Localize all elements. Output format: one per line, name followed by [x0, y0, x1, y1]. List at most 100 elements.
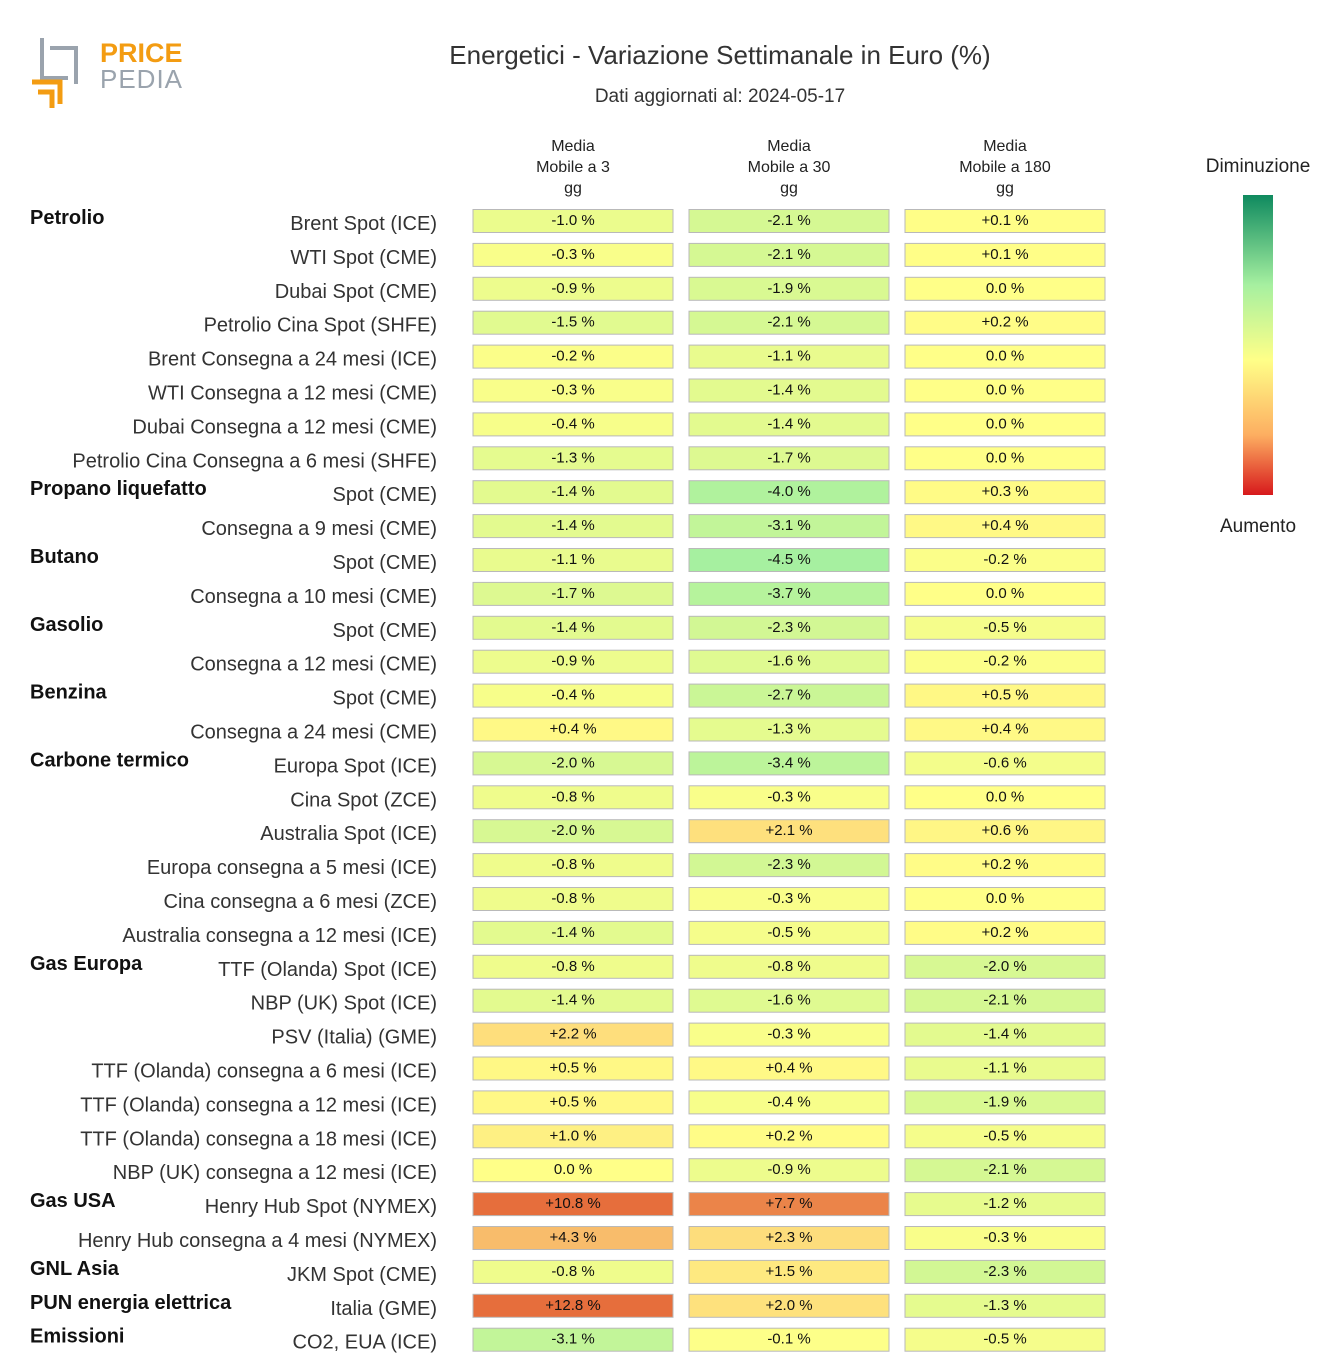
heatmap-cell	[688, 1090, 890, 1115]
row-label: Spot (CME)	[333, 552, 437, 574]
heatmap-cell	[472, 412, 674, 437]
heatmap-cell	[904, 1022, 1106, 1047]
row-label: Dubai Spot (CME)	[275, 281, 437, 303]
heatmap-cell	[688, 209, 890, 233]
heatmap-cell	[472, 344, 674, 369]
heatmap-cell	[904, 1293, 1106, 1318]
heatmap-cell	[472, 209, 674, 233]
heatmap-cell	[688, 548, 890, 572]
heatmap-cell	[904, 242, 1106, 267]
heatmap-cell	[904, 1226, 1106, 1250]
group-label: PUN energia elettrica	[30, 1292, 232, 1314]
row-label: Cina Spot (ZCE)	[290, 789, 437, 811]
group-label: Gas Europa	[30, 953, 143, 975]
row-label: WTI Spot (CME)	[290, 247, 437, 269]
heatmap-cell	[688, 819, 890, 844]
heatmap-cell	[688, 1259, 890, 1284]
cell-value: -2.0 %	[551, 754, 594, 771]
column-header-3-line-3: gg	[996, 180, 1014, 197]
heatmap-cell	[472, 276, 674, 301]
row-label: Dubai Consegna a 12 mesi (CME)	[132, 416, 437, 438]
heatmap-cell	[472, 988, 674, 1013]
row-label: Consegna a 9 mesi (CME)	[201, 518, 437, 540]
cell-value: -0.4 %	[767, 1093, 810, 1110]
heatmap-cell	[472, 1056, 674, 1081]
heatmap-cell	[688, 1124, 890, 1149]
row-label: PSV (Italia) (GME)	[271, 1027, 437, 1049]
heatmap-cell	[472, 887, 674, 911]
heatmap-cell	[688, 1327, 890, 1352]
row-label: Cina consegna a 6 mesi (ZCE)	[164, 891, 437, 913]
column-header-1-line-2: Mobile a 3	[536, 159, 610, 176]
heatmap-cell	[688, 887, 890, 911]
heatmap-cell	[472, 853, 674, 878]
cell-value: -0.4 %	[551, 415, 594, 432]
cell-value: 0.0 %	[986, 382, 1024, 399]
pricepedia-logo-mark	[32, 38, 78, 108]
row-label: Australia Spot (ICE)	[260, 823, 437, 845]
cell-value: +0.4 %	[981, 721, 1028, 738]
row-label: Henry Hub consegna a 4 mesi (NYMEX)	[78, 1230, 437, 1252]
cell-value: +4.3 %	[549, 1229, 596, 1246]
heatmap-cell	[904, 310, 1106, 335]
cell-value: -3.7 %	[767, 585, 810, 602]
heatmap-cell	[688, 446, 890, 471]
cell-value: +10.8 %	[545, 1195, 600, 1212]
heatmap-cell	[472, 1022, 674, 1047]
row-label: Consegna a 24 mesi (CME)	[190, 722, 437, 744]
row-label: Spot (CME)	[333, 688, 437, 710]
heatmap-cell	[472, 920, 674, 945]
cell-value: 0.0 %	[986, 449, 1024, 466]
cell-value: -2.3 %	[983, 1263, 1026, 1280]
cell-value: -0.8 %	[551, 890, 594, 907]
cell-value: -1.4 %	[551, 992, 594, 1009]
heatmap-cell	[688, 785, 890, 810]
cell-value: -2.3 %	[767, 619, 810, 636]
cell-value: -1.4 %	[551, 517, 594, 534]
heatmap-cell	[472, 581, 674, 606]
cell-value: +2.1 %	[765, 822, 812, 839]
heatmap-cell	[688, 310, 890, 335]
heatmap-cell	[472, 548, 674, 572]
row-label: NBP (UK) consegna a 12 mesi (ICE)	[113, 1162, 437, 1184]
cell-value: -0.2 %	[983, 551, 1026, 568]
column-header-1-line-1: Media	[551, 138, 595, 155]
cell-value: -1.3 %	[983, 1297, 1026, 1314]
heatmap-cell	[472, 310, 674, 335]
heatmap-cell	[472, 1090, 674, 1115]
cell-value: 0.0 %	[986, 280, 1024, 297]
cell-value: -2.0 %	[551, 822, 594, 839]
cell-value: -4.5 %	[767, 551, 810, 568]
cell-value: -1.9 %	[983, 1093, 1026, 1110]
heatmap-cell	[472, 1158, 674, 1183]
heatmap-cell	[904, 378, 1106, 403]
cell-value: +7.7 %	[765, 1195, 812, 1212]
cell-value: -0.9 %	[551, 280, 594, 297]
cell-value: +0.5 %	[549, 1093, 596, 1110]
heatmap-cell	[904, 1124, 1106, 1149]
heatmap-cell	[688, 717, 890, 742]
column-header-3-line-2: Mobile a 180	[959, 159, 1051, 176]
group-label: GNL Asia	[30, 1258, 120, 1280]
group-label: Petrolio	[30, 207, 104, 229]
heatmap-cell	[904, 751, 1106, 776]
heatmap-cell	[472, 1327, 674, 1352]
heatmap-cell	[472, 514, 674, 539]
cell-value: -1.9 %	[767, 280, 810, 297]
heatmap-cell	[904, 1056, 1106, 1081]
cell-value: -1.4 %	[767, 415, 810, 432]
heatmap-cell	[904, 683, 1106, 708]
legend-color-bar	[1243, 195, 1273, 495]
heatmap-cell	[688, 683, 890, 708]
heatmap-cell	[904, 480, 1106, 505]
cell-value: -1.4 %	[767, 382, 810, 399]
heatmap-cell	[688, 480, 890, 505]
heatmap-cell	[904, 785, 1106, 810]
heatmap-cell	[472, 649, 674, 674]
heatmap-cell	[472, 242, 674, 267]
column-header-1-line-3: gg	[564, 180, 582, 197]
column-header-2-line-1: Media	[767, 138, 811, 155]
cell-value: +2.0 %	[765, 1297, 812, 1314]
heatmap-cell	[904, 920, 1106, 945]
heatmap-cell	[688, 920, 890, 945]
